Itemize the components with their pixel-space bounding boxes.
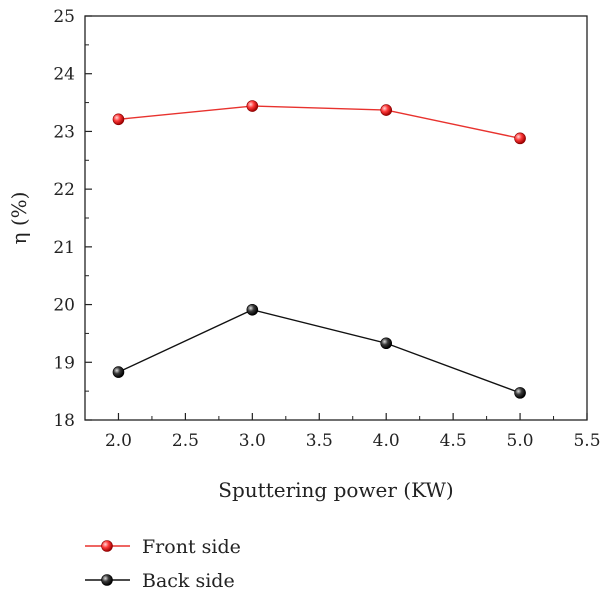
- data-point: [380, 337, 393, 350]
- data-point: [514, 387, 526, 399]
- legend-marker: [101, 540, 113, 552]
- data-point: [514, 132, 526, 145]
- x-tick-label: 2.0: [105, 431, 132, 451]
- y-tick-label: 23: [53, 122, 75, 142]
- y-tick-label: 22: [53, 180, 75, 200]
- x-tick-label: 3.0: [239, 431, 266, 451]
- series-line-back-side: [118, 309, 521, 394]
- legend-label-front-side: Front side: [142, 536, 241, 558]
- x-tick-label: 4.5: [440, 431, 467, 451]
- y-tick-label: 20: [53, 296, 75, 316]
- data-point: [380, 104, 393, 116]
- x-tick-label: 2.5: [172, 431, 199, 451]
- legend-marker: [101, 574, 113, 586]
- plot-frame: [84, 15, 588, 421]
- data-point: [246, 303, 259, 316]
- y-tick-label: 18: [53, 411, 75, 431]
- legend-label-back-side: Back side: [142, 570, 235, 592]
- data-point: [112, 366, 125, 378]
- x-tick-label: 5.5: [573, 431, 600, 451]
- x-axis-title: Sputtering power (KW): [218, 478, 453, 502]
- data-point: [246, 100, 259, 112]
- y-tick-label: 25: [53, 7, 75, 27]
- y-tick-label: 19: [53, 353, 75, 373]
- x-tick-label: 5.0: [507, 431, 534, 451]
- y-axis-title: η (%): [7, 192, 31, 245]
- x-tick-label: 3.5: [306, 431, 333, 451]
- series-line-front-side: [118, 105, 521, 140]
- data-point: [112, 113, 125, 126]
- y-tick-label: 24: [53, 65, 75, 85]
- y-tick-label: 21: [53, 238, 75, 258]
- x-tick-label: 4.0: [373, 431, 400, 451]
